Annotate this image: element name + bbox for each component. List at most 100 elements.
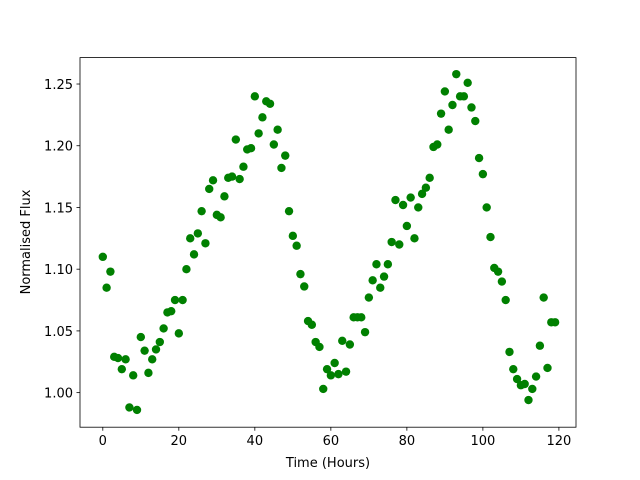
point [345, 340, 355, 349]
point [478, 169, 488, 179]
point [170, 295, 180, 305]
point [205, 184, 214, 194]
point [178, 295, 187, 305]
point [497, 277, 507, 286]
point [531, 372, 541, 381]
point [220, 192, 229, 201]
point [307, 320, 317, 329]
point [444, 125, 453, 134]
point [421, 183, 431, 192]
point [159, 324, 168, 333]
point [319, 384, 328, 394]
point [505, 347, 514, 357]
point [436, 109, 446, 118]
point [148, 355, 157, 364]
point [467, 103, 476, 112]
y-tick-label: 1.25 [44, 78, 73, 93]
plot-frame [79, 57, 577, 428]
point [208, 176, 218, 185]
point [334, 369, 343, 379]
point [474, 153, 484, 163]
point [543, 363, 552, 373]
y-tick-label: 1.15 [44, 201, 73, 216]
point [368, 276, 377, 285]
y-axis-label: Normalised Flux [19, 189, 34, 294]
point [216, 213, 225, 222]
y-tick-label: 1.00 [44, 387, 73, 402]
point [391, 195, 400, 205]
point [117, 364, 127, 374]
y-tick-label: 1.20 [44, 140, 73, 155]
x-tick-label: 20 [171, 434, 188, 449]
point [550, 318, 560, 327]
point [102, 283, 111, 292]
point [357, 313, 366, 322]
point [197, 206, 206, 216]
point [300, 282, 309, 291]
point [284, 206, 294, 216]
point [410, 234, 419, 243]
point [113, 353, 123, 363]
point [364, 293, 374, 302]
point [288, 231, 298, 241]
point [182, 264, 191, 274]
point [201, 239, 210, 248]
point [509, 364, 518, 374]
x-axis-label: Time (Hours) [285, 456, 370, 471]
point [417, 189, 427, 199]
point [235, 174, 244, 184]
point [322, 364, 332, 374]
point [330, 358, 339, 368]
point [140, 346, 149, 355]
x-tick-label: 120 [546, 434, 571, 449]
point [440, 87, 450, 96]
point [258, 113, 267, 122]
point [486, 232, 495, 242]
point [482, 203, 491, 212]
point [254, 129, 263, 138]
point [406, 193, 415, 202]
point [132, 405, 142, 415]
point [106, 267, 115, 276]
point [372, 260, 381, 269]
point [379, 272, 389, 281]
point [448, 100, 457, 110]
point [246, 144, 256, 153]
x-tick-label: 60 [323, 434, 340, 449]
point [452, 69, 461, 79]
point [239, 162, 248, 171]
point [151, 345, 161, 354]
point [376, 283, 385, 292]
point [402, 221, 412, 231]
point [98, 252, 108, 262]
point [129, 371, 138, 380]
point [273, 125, 282, 134]
point [520, 379, 529, 389]
point [281, 151, 290, 160]
x-tick-label: 80 [399, 434, 416, 449]
point [125, 403, 134, 412]
point [326, 371, 336, 380]
point [341, 367, 351, 376]
point [425, 173, 434, 183]
point [535, 341, 545, 350]
x-tick-label: 40 [247, 434, 264, 449]
point [186, 234, 195, 243]
point [296, 269, 305, 279]
y-tick-label: 1.10 [44, 263, 73, 278]
point [471, 116, 480, 126]
point [144, 368, 153, 378]
point [398, 200, 408, 210]
point [338, 336, 347, 345]
point [539, 293, 548, 302]
point [360, 327, 370, 337]
point [395, 240, 404, 249]
x-tick-label: 100 [470, 434, 495, 449]
point [231, 135, 241, 144]
point [167, 306, 176, 316]
point [121, 355, 130, 364]
point [155, 337, 165, 347]
point [136, 332, 146, 342]
point [463, 78, 472, 87]
